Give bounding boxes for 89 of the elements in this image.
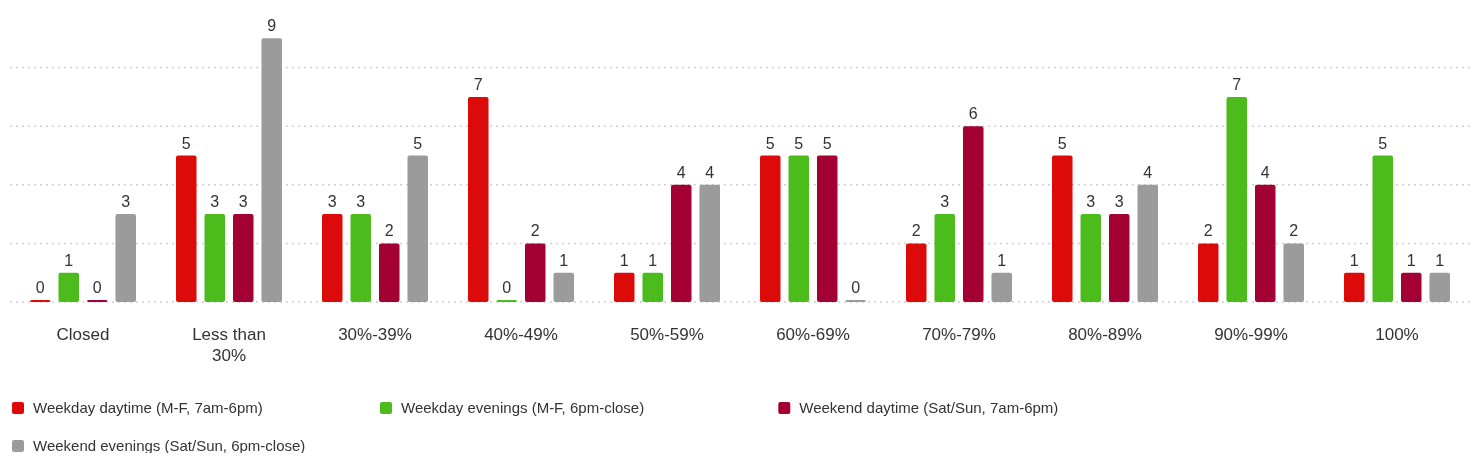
- data-label: 7: [473, 75, 483, 93]
- x-tick-label: Less than 30%: [192, 325, 266, 365]
- data-label: 1: [619, 251, 629, 269]
- data-label: 5: [413, 134, 423, 152]
- bar: [1283, 243, 1304, 302]
- data-label: 4: [676, 163, 686, 181]
- bar: [788, 155, 810, 302]
- data-label: 1: [648, 251, 658, 269]
- x-tick-label: 80%-89%: [1068, 325, 1142, 344]
- data-label: 5: [765, 134, 775, 152]
- data-label: 5: [181, 134, 191, 152]
- data-label: 3: [1114, 193, 1124, 211]
- bar: [261, 38, 282, 302]
- x-tick-label: 70%-79%: [922, 325, 996, 344]
- bar: [232, 214, 254, 302]
- bar: [176, 155, 197, 302]
- data-label: 5: [1057, 134, 1067, 152]
- data-label: 3: [121, 193, 131, 211]
- bar: [553, 272, 574, 302]
- data-label: 6: [968, 105, 978, 123]
- x-tick-label: 90%-99%: [1214, 325, 1288, 344]
- data-label: 3: [238, 193, 248, 211]
- bar: [1254, 184, 1276, 302]
- bar: [1400, 272, 1422, 302]
- bar: [1429, 272, 1450, 302]
- bar: [642, 272, 664, 302]
- x-tick-label: 50%-59%: [630, 325, 704, 344]
- bar: [1372, 155, 1394, 302]
- bar: [524, 243, 546, 302]
- data-label: 0: [851, 279, 861, 296]
- bar: [1344, 272, 1365, 302]
- data-label: 2: [911, 222, 921, 240]
- data-label: 9: [267, 17, 277, 35]
- bar: [699, 184, 720, 302]
- data-label: 1: [1406, 251, 1416, 269]
- x-tick-label: 40%-49%: [484, 325, 558, 344]
- x-tick-label: Closed: [56, 325, 110, 344]
- bar: [407, 155, 428, 302]
- bar: [991, 272, 1012, 302]
- data-label: 3: [1086, 193, 1096, 211]
- bar: [1080, 214, 1102, 302]
- data-label: 2: [1203, 222, 1213, 240]
- bar: [350, 214, 372, 302]
- data-label: 1: [1435, 251, 1445, 269]
- bar: [816, 155, 838, 302]
- bar: [322, 214, 343, 302]
- data-label: 0: [502, 279, 512, 296]
- x-tick-label: 100%: [1375, 325, 1419, 344]
- legend-label: Weekday evenings (M-F, 6pm-close): [401, 399, 645, 416]
- data-label: 5: [822, 134, 832, 152]
- bar: [1052, 155, 1073, 302]
- data-label: 7: [1232, 75, 1242, 93]
- bar: [934, 214, 956, 302]
- data-label: 5: [1378, 134, 1388, 152]
- data-label: 3: [940, 193, 950, 211]
- data-label: 1: [559, 251, 569, 269]
- data-label: 1: [64, 251, 74, 269]
- bar: [1198, 243, 1219, 302]
- data-label: 1: [997, 251, 1007, 269]
- data-label: 4: [1260, 163, 1270, 181]
- data-label: 4: [1143, 163, 1153, 181]
- bar: [760, 155, 781, 302]
- data-label: 3: [210, 193, 220, 211]
- bar: [378, 243, 400, 302]
- bar: [115, 214, 136, 302]
- data-label: 3: [356, 193, 366, 211]
- bar: [1108, 214, 1130, 302]
- data-label: 3: [327, 193, 337, 211]
- bar: [670, 184, 692, 302]
- legend-label: Weekday daytime (M-F, 7am-6pm): [33, 399, 263, 416]
- data-label: 2: [530, 222, 540, 240]
- bar: [204, 214, 226, 302]
- data-label: 4: [705, 163, 715, 181]
- data-label: 5: [794, 134, 804, 152]
- data-label: 1: [1349, 251, 1359, 269]
- x-tick-label: 30%-39%: [338, 325, 412, 344]
- legend-label: Weekend daytime (Sat/Sun, 7am-6pm): [799, 399, 1059, 416]
- bar: [906, 243, 927, 302]
- x-tick-label: 60%-69%: [776, 325, 850, 344]
- bar: [468, 96, 489, 302]
- bar: [1226, 96, 1248, 302]
- data-label: 0: [35, 279, 45, 296]
- data-label: 0: [92, 279, 102, 296]
- bar: [58, 272, 80, 302]
- bar: [614, 272, 635, 302]
- data-label: 2: [1289, 222, 1299, 240]
- bar: [962, 126, 984, 302]
- bar: [1137, 184, 1158, 302]
- data-label: 2: [384, 222, 394, 240]
